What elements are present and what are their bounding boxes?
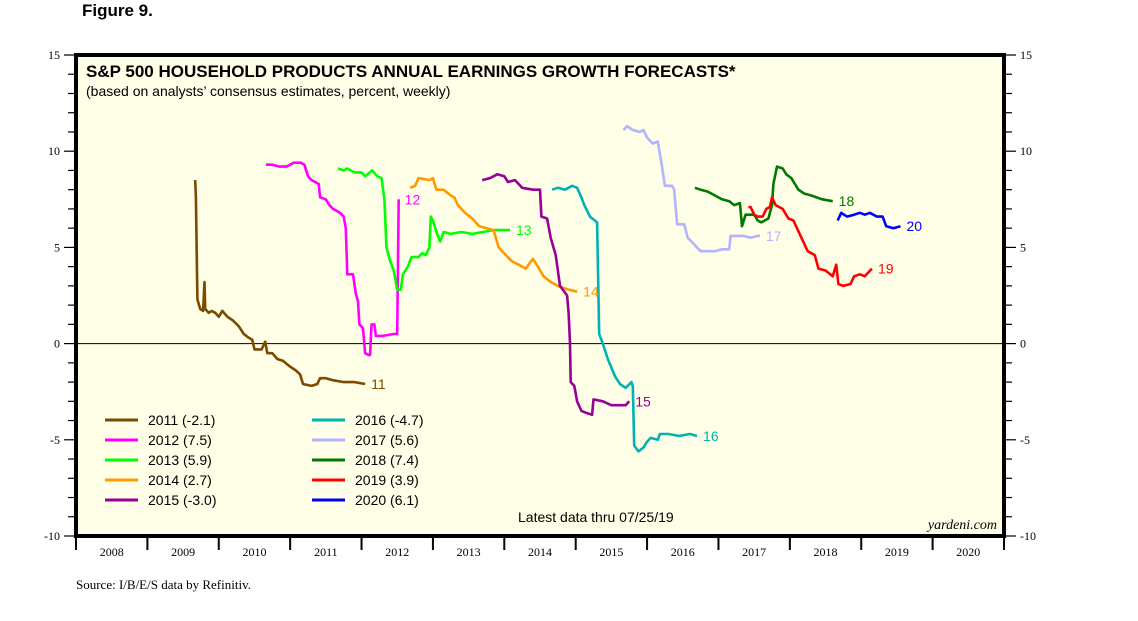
series-line-18	[694, 165, 833, 228]
x-tick-label: 2013	[457, 545, 481, 559]
end-label-17: 17	[766, 228, 782, 244]
y-tick-label: 0	[1020, 337, 1026, 351]
series-line-12	[265, 161, 400, 357]
y-tick-label: 0	[54, 337, 60, 351]
legend-item: 2012 (7.5)	[148, 432, 212, 448]
end-label-13: 13	[516, 222, 532, 238]
x-tick-label: 2008	[100, 545, 124, 559]
y-tick-label: -5	[1020, 433, 1030, 447]
legend: 2011 (-2.1) 2012 (7.5) 2013 (5.9) 2014 (2.7…	[105, 412, 423, 508]
series-line-13	[337, 167, 510, 291]
source-note: Source: I/B/E/S data by Refinitiv.	[76, 577, 251, 592]
x-tick-label: 2018	[814, 545, 838, 559]
series-layer	[193, 124, 901, 453]
legend-item: 2015 (-3.0)	[148, 492, 216, 508]
x-tick-label: 2016	[671, 545, 695, 559]
y-tick-label: -10	[1020, 529, 1036, 543]
plot-background	[76, 55, 1004, 536]
x-tick-label: 2017	[742, 545, 766, 559]
end-label-20: 20	[906, 218, 922, 234]
x-axis: 2008 2009 2010 2011 2012 2013 2014 2015 2016 2017…	[75, 536, 1005, 559]
chart-title: S&P 500 HOUSEHOLD PRODUCTS ANNUAL EARNIN…	[86, 62, 736, 81]
legend-item: 2013 (5.9)	[148, 452, 212, 468]
y-tick-label: 10	[1020, 144, 1032, 158]
y-tick-label: 15	[48, 48, 60, 62]
series-line-16	[551, 184, 698, 453]
y-axis-right: 15 10 5 0 -5 -10	[1004, 48, 1036, 543]
end-labels: 11 12 13 14 15 16 17 18 19 20	[371, 191, 922, 444]
end-label-18: 18	[839, 193, 855, 209]
x-tick-label: 2009	[171, 545, 195, 559]
y-axis-left: 15 10 5 0 -5 -10	[44, 48, 76, 543]
legend-item: 2017 (5.6)	[355, 432, 419, 448]
legend-item: 2018 (7.4)	[355, 452, 419, 468]
legend-item: 2019 (3.9)	[355, 472, 419, 488]
legend-item: 2020 (6.1)	[355, 492, 419, 508]
end-label-11: 11	[371, 376, 386, 392]
end-label-19: 19	[878, 261, 894, 277]
x-tick-label: 2010	[242, 545, 266, 559]
end-label-16: 16	[703, 428, 719, 444]
chart-subtitle: (based on analysts’ consensus estimates,…	[86, 83, 450, 99]
y-tick-label: 5	[1020, 240, 1026, 254]
series-line-19	[748, 196, 873, 288]
x-tick-label: 2020	[956, 545, 980, 559]
watermark: yardeni.com	[926, 518, 997, 533]
series-line-20	[836, 211, 901, 230]
y-tick-label: 15	[1020, 48, 1032, 62]
y-tick-label: 10	[48, 144, 60, 158]
y-tick-label: -10	[44, 529, 60, 543]
x-tick-label: 2011	[314, 545, 338, 559]
x-tick-label: 2015	[599, 545, 623, 559]
figure-label: Figure 9.	[82, 1, 153, 20]
end-label-14: 14	[583, 284, 599, 300]
latest-data-note: Latest data thru 07/25/19	[518, 509, 674, 525]
legend-item: 2014 (2.7)	[148, 472, 212, 488]
plot-frame	[74, 53, 1006, 538]
y-tick-label: 5	[54, 240, 60, 254]
series-line-11	[193, 180, 366, 388]
x-tick-label: 2014	[528, 545, 552, 559]
x-tick-label: 2012	[385, 545, 409, 559]
legend-item: 2011 (-2.1)	[148, 412, 215, 428]
end-label-12: 12	[405, 191, 421, 207]
series-line-15	[481, 173, 631, 417]
legend-item: 2016 (-4.7)	[355, 412, 423, 428]
series-line-17	[622, 124, 760, 253]
end-label-15: 15	[635, 393, 651, 409]
series-line-14	[409, 176, 578, 293]
y-tick-label: -5	[50, 433, 60, 447]
x-tick-label: 2019	[885, 545, 909, 559]
